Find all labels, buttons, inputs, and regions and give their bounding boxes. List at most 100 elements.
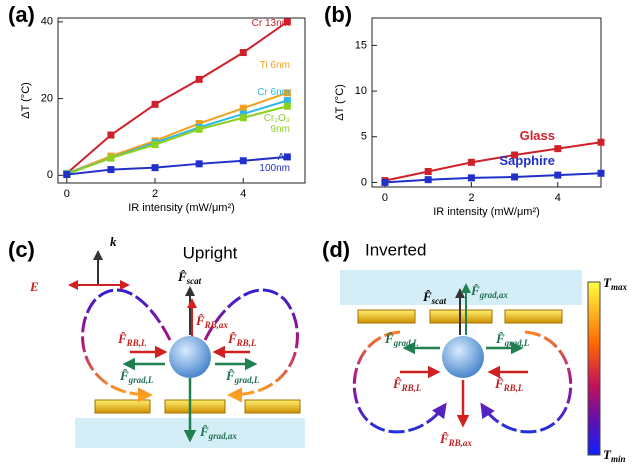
subscript: grad,ax (208, 431, 238, 441)
data-point (240, 49, 247, 56)
film-pad (245, 400, 300, 413)
symbol: F̂ (439, 431, 449, 446)
data-point (381, 179, 388, 186)
panel-label: (d) (322, 237, 350, 262)
colorbar-max: Tmax (603, 275, 627, 292)
data-point (240, 157, 247, 164)
data-point (511, 173, 518, 180)
particle (169, 336, 211, 378)
panel-label: (c) (8, 237, 35, 262)
x-tick-label: 2 (152, 188, 158, 200)
y-tick-label: 15 (355, 39, 367, 51)
y-tick-label: 10 (355, 85, 367, 97)
data-point (107, 132, 114, 139)
subscript: grad,L (393, 338, 419, 348)
y-axis-title: ΔT (°C) (334, 84, 346, 121)
symbol: F̂ (495, 331, 505, 346)
data-point (63, 171, 70, 178)
subscript: scat (431, 296, 447, 306)
x-tick-label: 4 (240, 188, 246, 200)
annotation: F̂grad,L (495, 331, 530, 348)
annotation: k⃗ (110, 234, 127, 249)
data-point (425, 168, 432, 175)
data-point (425, 176, 432, 183)
annotation: E⃗ (29, 279, 49, 294)
y-tick-label: 0 (361, 176, 367, 188)
data-point (598, 139, 605, 146)
series-label: Cr₂O₃ 9nm (250, 113, 290, 135)
colorbar-min: Tmin (603, 447, 625, 464)
annotation: F̂grad,L (384, 331, 419, 348)
annotation: F̂RB,L (494, 376, 524, 393)
series-label: Sapphire (465, 153, 555, 168)
symbol: F̂ (494, 376, 504, 391)
series-label: Au 100nm (250, 152, 290, 174)
symbol: F̂ (227, 331, 237, 346)
symbol: F̂ (470, 283, 480, 298)
subscript: scat (186, 276, 202, 286)
y-tick-label: 0 (47, 169, 53, 181)
film-pad (358, 310, 415, 323)
data-point (554, 145, 561, 152)
film-pad (95, 400, 150, 413)
annotation: F̂RB,ax (195, 313, 228, 330)
symbol: F̂ (392, 376, 402, 391)
y-tick-label: 40 (41, 16, 53, 28)
annotation: F̂RB,L (117, 331, 147, 348)
subscript: grad,L (504, 338, 530, 348)
film-pad (165, 400, 225, 413)
y-axis-title: ΔT (°C) (20, 82, 32, 119)
subscript: max (611, 282, 628, 292)
symbol: F̂ (195, 313, 205, 328)
symbol: F̂ (422, 289, 432, 304)
diagram-c: (c) Upright k⃗ E⃗ F̂scat F̂RB,ax F̂RB,L … (8, 234, 305, 448)
subscript: RB,L (401, 383, 422, 393)
symbol: F̂ (384, 331, 394, 346)
data-point (196, 160, 203, 167)
x-tick-label: 0 (382, 192, 388, 204)
x-axis-title: IR intensity (mW/μm²) (433, 206, 540, 218)
diagram-d: (d) Inverted F̂scat F̂grad,ax F̂grad,L F… (322, 237, 627, 464)
panel-label: (a) (8, 2, 35, 27)
data-point (107, 155, 114, 162)
annotation: F̂RB,ax (439, 431, 472, 448)
subscript: grad,ax (479, 290, 509, 300)
series-label: Cr 6nm (250, 87, 290, 98)
subscript: RB,L (503, 383, 524, 393)
subscript: min (611, 454, 626, 464)
series-label: Glass (465, 128, 555, 143)
panel-label: (b) (324, 2, 352, 27)
diagram-title: Upright (183, 243, 238, 262)
data-point (196, 126, 203, 133)
symbol: F̂ (177, 269, 187, 284)
annotation: F̂RB,L (227, 331, 257, 348)
subscript: RB,ax (448, 438, 473, 448)
subscript: RB,ax (204, 320, 229, 330)
particle (442, 336, 484, 378)
data-point (152, 141, 159, 148)
symbol: F̂ (199, 424, 209, 439)
subscript: RB,L (236, 338, 257, 348)
data-point (152, 101, 159, 108)
series-label: Cr 13nm (250, 18, 290, 29)
diagram-title: Inverted (365, 240, 426, 259)
data-point (152, 164, 159, 171)
symbol: F̂ (225, 368, 235, 383)
x-tick-label: 0 (64, 188, 70, 200)
y-tick-label: 5 (361, 131, 367, 143)
x-tick-label: 4 (555, 192, 561, 204)
subscript: RB,L (126, 338, 147, 348)
x-axis-title: IR intensity (mW/μm²) (128, 202, 235, 214)
series-label: Ti 6nm (250, 60, 290, 71)
data-point (240, 114, 247, 121)
annotation: F̂grad,L (225, 368, 260, 385)
data-point (284, 103, 291, 110)
y-tick-label: 20 (41, 92, 53, 104)
colorbar (588, 282, 600, 455)
data-point (107, 166, 114, 173)
film-pad (505, 310, 562, 323)
annotation: F̂grad,L (119, 368, 154, 385)
data-point (554, 172, 561, 179)
data-point (196, 76, 203, 83)
symbol: F̂ (119, 368, 129, 383)
